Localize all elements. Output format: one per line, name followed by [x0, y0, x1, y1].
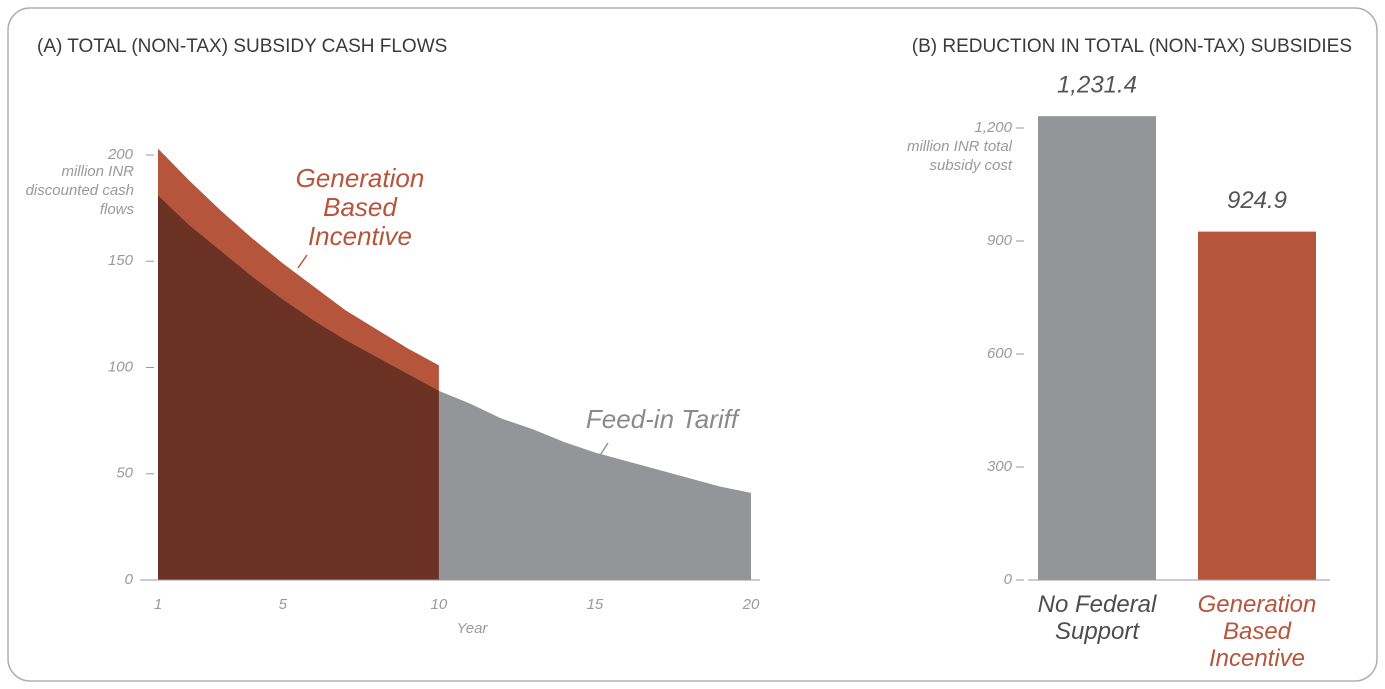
plot-a: [158, 148, 751, 580]
y-tick-label: 600: [987, 345, 1013, 362]
series-label: Generation Based Incentive: [295, 163, 425, 251]
x-tick-label: No Federal Support: [1037, 591, 1157, 645]
y-tick-label: 50: [116, 465, 133, 482]
value-label: 924.9: [1227, 187, 1287, 214]
bar: [1038, 116, 1156, 580]
x-tick-label: 1: [154, 596, 162, 613]
y-tick-label: 100: [108, 358, 134, 375]
frame: [7, 7, 1378, 682]
x-tick-label: 20: [742, 596, 760, 613]
x-tick-label: 5: [279, 596, 288, 613]
y-tick-label: 900: [987, 232, 1013, 249]
y-axis-label: million INR total subsidy cost: [906, 138, 1012, 174]
x-tick-label: 15: [587, 596, 604, 613]
y-tick-label: 0: [125, 571, 134, 588]
leader-line: [297, 254, 308, 269]
y-tick-label: 150: [108, 252, 134, 269]
chart-title: (A) TOTAL (NON-TAX) SUBSIDY CASH FLOWS: [37, 36, 447, 57]
overlap-area: [158, 195, 439, 580]
y-tick-label: 0: [1004, 571, 1013, 588]
series-label: Feed-in Tariff: [585, 404, 739, 434]
value-label: 1,231.4: [1057, 72, 1137, 99]
x-tick-label: 10: [431, 596, 448, 613]
chart-title: (B) REDUCTION IN TOTAL (NON-TAX) SUBSIDI…: [912, 36, 1352, 57]
leader-line: [598, 442, 609, 458]
y-axis-label: million INR discounted cash flows: [25, 163, 134, 218]
bar: [1198, 231, 1316, 580]
y-tick-label: 1,200: [974, 119, 1012, 136]
x-axis-label: Year: [457, 620, 489, 637]
y-tick-label: 300: [987, 458, 1013, 475]
y-tick-label: 200: [107, 146, 134, 163]
x-tick-label: Generation Based Incentive: [1197, 591, 1317, 672]
